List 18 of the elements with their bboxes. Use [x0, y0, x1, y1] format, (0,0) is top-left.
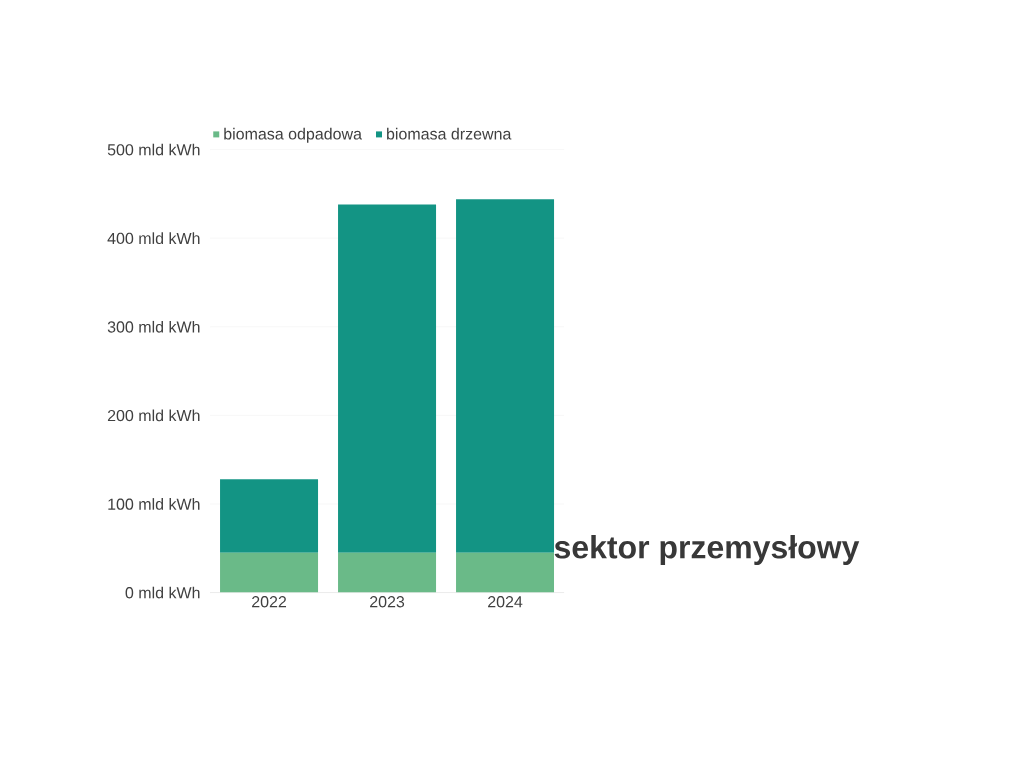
y-tick-label: 500 mld kWh — [107, 143, 200, 156]
legend-label: biomasa drzewna — [387, 127, 512, 140]
bar — [456, 552, 555, 593]
bar — [220, 479, 319, 553]
bar — [338, 552, 437, 593]
bar — [456, 199, 555, 553]
y-tick-label: 100 mld kWh — [108, 498, 200, 510]
y-tick-label: 200 mld kWh — [107, 409, 200, 422]
legend-label: biomasa odpadowa — [224, 127, 362, 143]
bar — [220, 552, 319, 593]
x-tick-label: 2022 — [252, 596, 287, 608]
y-tick-label: 300 mld kWh — [107, 320, 200, 333]
y-tick-label: 0 mld kWh — [125, 586, 200, 599]
x-tick-label: 2024 — [488, 596, 523, 608]
bar — [338, 204, 437, 553]
annotation: sektor przemysłowy — [554, 535, 860, 565]
y-tick-label: 400 mld kWh — [107, 232, 200, 245]
x-tick-label: 2023 — [370, 596, 405, 608]
